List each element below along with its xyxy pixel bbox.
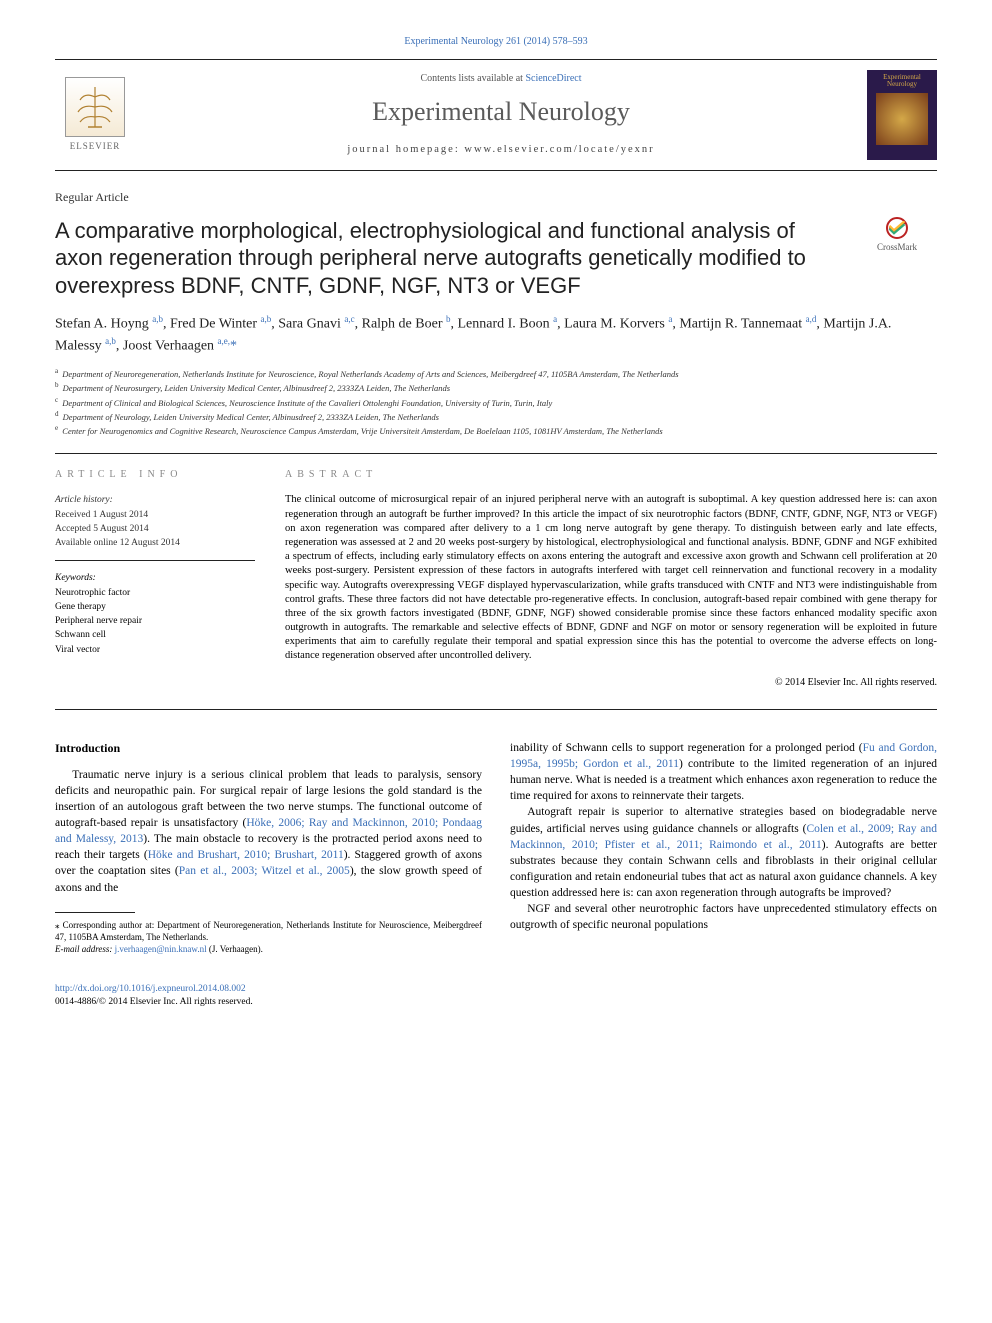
journal-cover-thumbnail: Experimental Neurology xyxy=(867,70,937,160)
footnote-rule xyxy=(55,912,135,913)
history-label: Article history: xyxy=(55,493,255,507)
crossmark-label: CrossMark xyxy=(877,241,917,253)
page-footer: http://dx.doi.org/10.1016/j.expneurol.20… xyxy=(55,983,937,1009)
article-history: Article history: Received 1 August 2014 … xyxy=(55,493,255,561)
divider xyxy=(55,709,937,710)
journal-homepage: journal homepage: www.elsevier.com/locat… xyxy=(135,143,867,157)
email-label: E-mail address: xyxy=(55,944,115,954)
intro-paragraph-3: NGF and several other neurotrophic facto… xyxy=(510,901,937,933)
keyword: Gene therapy xyxy=(55,600,255,614)
received-date: Received 1 August 2014 xyxy=(55,508,255,522)
affiliation-line: a Department of Neuroregeneration, Nethe… xyxy=(55,366,937,380)
keywords-label: Keywords: xyxy=(55,571,255,585)
article-info-heading: ARTICLE INFO xyxy=(55,468,255,482)
elsevier-tree-icon xyxy=(65,77,125,137)
affiliations: a Department of Neuroregeneration, Nethe… xyxy=(55,366,937,437)
masthead: ELSEVIER Contents lists available at Sci… xyxy=(55,59,937,171)
crossmark-circle-icon xyxy=(886,217,908,239)
header-citation: Experimental Neurology 261 (2014) 578–59… xyxy=(55,35,937,49)
abstract: ABSTRACT The clinical outcome of microsu… xyxy=(285,468,937,689)
author-list: Stefan A. Hoyng a,b, Fred De Winter a,b,… xyxy=(55,313,937,356)
email-who: (J. Verhaagen). xyxy=(207,944,263,954)
contents-prefix: Contents lists available at xyxy=(420,73,525,84)
abstract-text: The clinical outcome of microsurgical re… xyxy=(285,493,937,663)
issn-copyright: 0014-4886/© 2014 Elsevier Inc. All right… xyxy=(55,996,937,1009)
elsevier-logo: ELSEVIER xyxy=(55,70,135,160)
keyword: Neurotrophic factor xyxy=(55,586,255,600)
abstract-copyright: © 2014 Elsevier Inc. All rights reserved… xyxy=(285,676,937,690)
sciencedirect-link[interactable]: ScienceDirect xyxy=(525,73,581,84)
corresponding-author-footnote: ⁎ Corresponding author at: Department of… xyxy=(55,919,482,955)
doi-link[interactable]: http://dx.doi.org/10.1016/j.expneurol.20… xyxy=(55,984,246,994)
column-right: inability of Schwann cells to support re… xyxy=(510,740,937,955)
article-info: ARTICLE INFO Article history: Received 1… xyxy=(55,468,255,689)
affiliation-line: c Department of Clinical and Biological … xyxy=(55,395,937,409)
journal-name: Experimental Neurology xyxy=(135,94,867,129)
article-type: Regular Article xyxy=(55,189,937,205)
intro-paragraph-2: Autograft repair is superior to alternat… xyxy=(510,804,937,901)
corr-email-link[interactable]: j.verhaagen@nin.knaw.nl xyxy=(115,944,207,954)
article-title: A comparative morphological, electrophys… xyxy=(55,217,837,300)
header-citation-link[interactable]: Experimental Neurology 261 (2014) 578–59… xyxy=(404,36,587,47)
affiliation-line: e Center for Neurogenomics and Cognitive… xyxy=(55,423,937,437)
ref-link[interactable]: Höke and Brushart, 2010; Brushart, 2011 xyxy=(148,849,344,861)
available-date: Available online 12 August 2014 xyxy=(55,536,255,550)
contents-lists-line: Contents lists available at ScienceDirec… xyxy=(135,72,867,86)
affiliation-line: b Department of Neurosurgery, Leiden Uni… xyxy=(55,380,937,394)
crossmark-badge[interactable]: CrossMark xyxy=(857,217,937,253)
intro-paragraph-1-cont: inability of Schwann cells to support re… xyxy=(510,740,937,804)
introduction-heading: Introduction xyxy=(55,740,482,757)
corr-author-text: ⁎ Corresponding author at: Department of… xyxy=(55,919,482,943)
masthead-center: Contents lists available at ScienceDirec… xyxy=(135,72,867,157)
keywords-block: Keywords: Neurotrophic factorGene therap… xyxy=(55,571,255,657)
cover-image-icon xyxy=(876,93,928,145)
intro-paragraph-1: Traumatic nerve injury is a serious clin… xyxy=(55,767,482,896)
title-row: A comparative morphological, electrophys… xyxy=(55,217,937,300)
affiliation-line: d Department of Neurology, Leiden Univer… xyxy=(55,409,937,423)
info-abstract-row: ARTICLE INFO Article history: Received 1… xyxy=(55,454,937,709)
abstract-heading: ABSTRACT xyxy=(285,468,937,482)
keyword: Viral vector xyxy=(55,643,255,657)
keyword: Schwann cell xyxy=(55,628,255,642)
cover-title: Experimental Neurology xyxy=(871,74,933,89)
corr-star[interactable]: * xyxy=(230,338,237,353)
column-left: Introduction Traumatic nerve injury is a… xyxy=(55,740,482,955)
body-columns: Introduction Traumatic nerve injury is a… xyxy=(55,740,937,955)
elsevier-wordmark: ELSEVIER xyxy=(70,140,121,152)
accepted-date: Accepted 5 August 2014 xyxy=(55,522,255,536)
ref-link[interactable]: Pan et al., 2003; Witzel et al., 2005 xyxy=(179,865,350,877)
keyword: Peripheral nerve repair xyxy=(55,614,255,628)
